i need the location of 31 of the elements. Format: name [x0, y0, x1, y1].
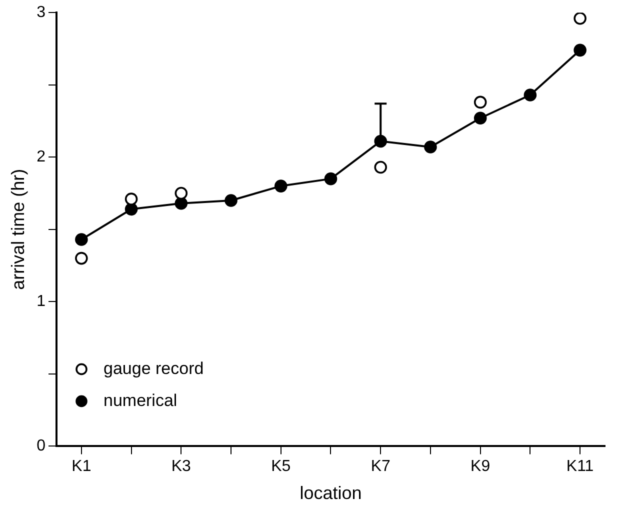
x-tick-label: K9 — [470, 458, 490, 476]
x-tick-label: K5 — [271, 458, 291, 476]
point — [324, 172, 338, 186]
point — [474, 112, 487, 125]
point — [75, 252, 88, 265]
point — [274, 180, 288, 192]
point — [574, 44, 586, 57]
x-tick-label: K3 — [171, 458, 192, 476]
point — [574, 12, 586, 25]
point — [224, 194, 238, 207]
y-tick-label: 3 — [36, 4, 46, 22]
x-tick-label: K7 — [370, 458, 390, 476]
point — [174, 196, 188, 210]
point — [424, 140, 437, 154]
point — [524, 88, 537, 102]
point — [124, 202, 138, 216]
point — [174, 186, 188, 200]
x-tick-label: K11 — [566, 458, 594, 476]
point — [75, 233, 88, 246]
legend-label: gauge record — [104, 358, 204, 378]
legend-label: numerical — [104, 390, 178, 410]
point — [374, 160, 388, 174]
x-tick-label: K1 — [72, 458, 92, 476]
y-tick-label: 1 — [36, 293, 46, 310]
x-axis-title: location — [300, 483, 362, 504]
point — [124, 192, 138, 206]
y-tick-label: 0 — [36, 438, 46, 455]
y-axis-title: arrival time (hr) — [8, 168, 28, 290]
y-tick-label: 2 — [36, 148, 46, 166]
point — [474, 96, 487, 109]
point — [374, 134, 388, 148]
